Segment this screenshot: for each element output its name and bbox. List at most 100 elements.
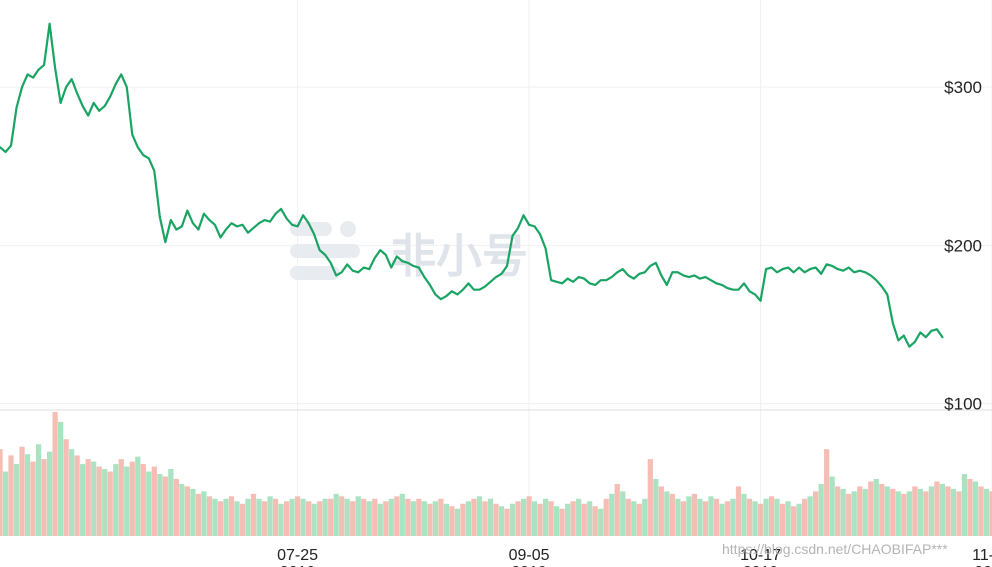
volume-bar bbox=[603, 498, 609, 536]
price-point bbox=[572, 281, 574, 283]
volume-bar bbox=[785, 501, 791, 536]
volume-bar bbox=[8, 455, 14, 536]
watermark-dot-icon bbox=[340, 221, 356, 237]
volume-bar bbox=[267, 496, 273, 536]
price-point bbox=[804, 271, 806, 273]
price-point bbox=[120, 73, 122, 76]
price-point bbox=[308, 222, 310, 224]
price-point bbox=[131, 133, 133, 136]
volume-bar bbox=[256, 498, 262, 536]
price-point bbox=[666, 284, 668, 286]
x-axis-labels: 07-25201909-05201910-17201911-282019 bbox=[277, 547, 992, 567]
volume-bar bbox=[46, 451, 53, 536]
volume-bar bbox=[482, 501, 488, 536]
price-point bbox=[319, 249, 321, 251]
price-point bbox=[280, 208, 282, 210]
volume-bar bbox=[306, 501, 312, 536]
price-point bbox=[533, 225, 536, 227]
volume-bar bbox=[102, 469, 108, 536]
volume-bar bbox=[735, 486, 742, 536]
price-point bbox=[219, 236, 222, 239]
price-point bbox=[815, 266, 817, 269]
x-tick-label: 11-28 bbox=[972, 547, 992, 564]
volume-bar bbox=[493, 503, 499, 536]
volume-bar bbox=[135, 456, 141, 536]
price-point bbox=[352, 270, 354, 272]
volume-bar bbox=[350, 501, 356, 536]
price-point bbox=[721, 284, 723, 286]
volume-bar bbox=[52, 412, 58, 536]
price-point bbox=[567, 278, 569, 280]
volume-bar bbox=[972, 481, 979, 536]
volume-bar bbox=[151, 466, 157, 536]
volume-bar bbox=[361, 498, 367, 536]
volume-bar bbox=[609, 493, 615, 536]
volume-bar bbox=[581, 503, 587, 536]
price-point bbox=[423, 276, 425, 278]
price-point bbox=[324, 254, 326, 256]
price-line bbox=[0, 22, 944, 348]
price-point bbox=[600, 279, 602, 281]
price-point bbox=[37, 69, 40, 71]
volume-bar bbox=[394, 496, 400, 536]
volume-bar bbox=[531, 501, 538, 536]
price-point bbox=[0, 146, 1, 148]
price-point bbox=[787, 266, 789, 269]
price-point bbox=[230, 222, 233, 224]
y-axis-labels: $300 $200 $100 bbox=[944, 78, 982, 414]
price-point bbox=[473, 289, 475, 291]
volume-bar bbox=[476, 496, 483, 536]
price-point bbox=[545, 247, 547, 250]
price-point bbox=[258, 222, 260, 224]
volume-bar bbox=[449, 506, 455, 536]
volume-bar bbox=[30, 461, 36, 536]
price-point bbox=[65, 86, 67, 88]
price-point bbox=[809, 268, 811, 270]
volume-bar bbox=[322, 498, 328, 536]
volume-bar bbox=[416, 498, 422, 536]
volume-bar bbox=[63, 439, 69, 536]
price-point bbox=[170, 219, 172, 221]
price-point bbox=[54, 67, 56, 69]
volume-bar bbox=[526, 496, 532, 536]
volume-bar bbox=[746, 498, 753, 536]
volume-bar bbox=[697, 498, 703, 536]
volume-bar bbox=[140, 464, 146, 536]
volume-bar bbox=[317, 501, 323, 536]
price-point bbox=[627, 274, 629, 277]
volume-bar bbox=[471, 498, 477, 536]
volume-bar bbox=[113, 464, 119, 536]
price-point bbox=[693, 274, 696, 277]
volume-bar bbox=[636, 503, 642, 536]
volume-bar bbox=[91, 461, 97, 536]
price-point bbox=[688, 276, 690, 278]
volume-bar bbox=[542, 498, 549, 536]
volume-bar bbox=[719, 503, 725, 536]
volume-bar bbox=[548, 501, 554, 536]
price-point bbox=[605, 279, 607, 281]
price-point bbox=[919, 331, 921, 334]
volume-bar bbox=[961, 474, 968, 536]
price-point bbox=[93, 102, 95, 104]
volume-bar bbox=[118, 459, 124, 536]
price-point bbox=[60, 102, 62, 104]
price-point bbox=[781, 268, 784, 270]
price-point bbox=[726, 287, 729, 289]
volume-bar bbox=[520, 498, 527, 536]
price-point bbox=[478, 289, 481, 291]
volume-bar bbox=[647, 459, 653, 536]
volume-bar bbox=[796, 503, 802, 536]
price-point bbox=[10, 145, 12, 147]
watermark-bar-icon bbox=[290, 244, 360, 258]
volume-bar bbox=[763, 498, 769, 536]
volume-bar bbox=[201, 491, 207, 536]
price-point bbox=[26, 73, 29, 76]
volume-bar bbox=[85, 459, 91, 536]
volume-bar bbox=[239, 503, 246, 536]
volume-bar bbox=[294, 496, 301, 536]
price-point bbox=[715, 282, 718, 284]
price-point bbox=[500, 273, 503, 275]
volume-bar bbox=[399, 493, 405, 536]
volume-bar bbox=[0, 449, 3, 536]
volume-bar bbox=[245, 498, 251, 536]
